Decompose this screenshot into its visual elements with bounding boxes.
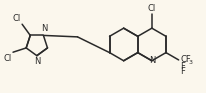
Text: F: F [180,67,185,76]
Text: CF: CF [180,55,191,64]
Text: Cl: Cl [4,54,12,63]
Text: N: N [41,24,48,33]
Text: N: N [149,56,155,65]
Text: N: N [34,57,40,66]
Text: Cl: Cl [148,4,156,13]
Text: Cl: Cl [13,14,21,23]
Text: 3: 3 [189,60,193,65]
Text: F: F [180,62,185,71]
